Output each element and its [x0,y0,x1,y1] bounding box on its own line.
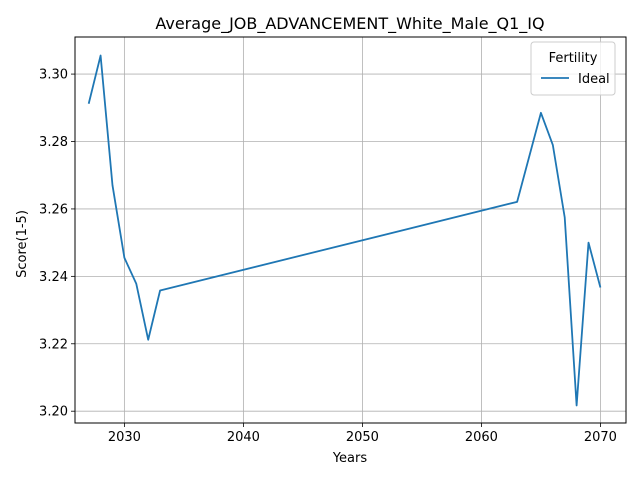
x-axis-label: Years [332,451,368,466]
y-axis-label: Score(1-5) [15,210,30,278]
x-axis-ticks: 2030 2040 2050 2060 2070 [108,423,617,445]
legend-box [530,41,616,96]
chart-title: Average_JOB_ADVANCEMENT_White_Male_Q1_IQ [155,14,544,34]
y-tick-label: 3.28 [39,135,68,150]
y-axis-ticks: 3.20 3.22 3.24 3.26 3.28 3.30 [39,68,75,420]
x-tick-label: 2050 [346,430,379,445]
x-tick-label: 2030 [108,430,141,445]
axes-frame [74,36,627,424]
x-tick-label: 2070 [584,430,617,445]
series-lines [87,54,602,407]
series-line-ideal [87,54,602,407]
legend-label-ideal: Ideal [578,72,610,87]
y-tick-label: 3.30 [39,68,68,83]
legend-title: Fertility [549,51,598,66]
legend: Fertility Ideal [530,41,616,96]
y-tick-label: 3.24 [39,270,68,285]
y-tick-label: 3.20 [39,405,68,420]
y-tick-label: 3.26 [39,202,68,217]
x-tick-label: 2060 [465,430,498,445]
y-tick-label: 3.22 [39,337,68,352]
x-tick-label: 2040 [227,430,260,445]
